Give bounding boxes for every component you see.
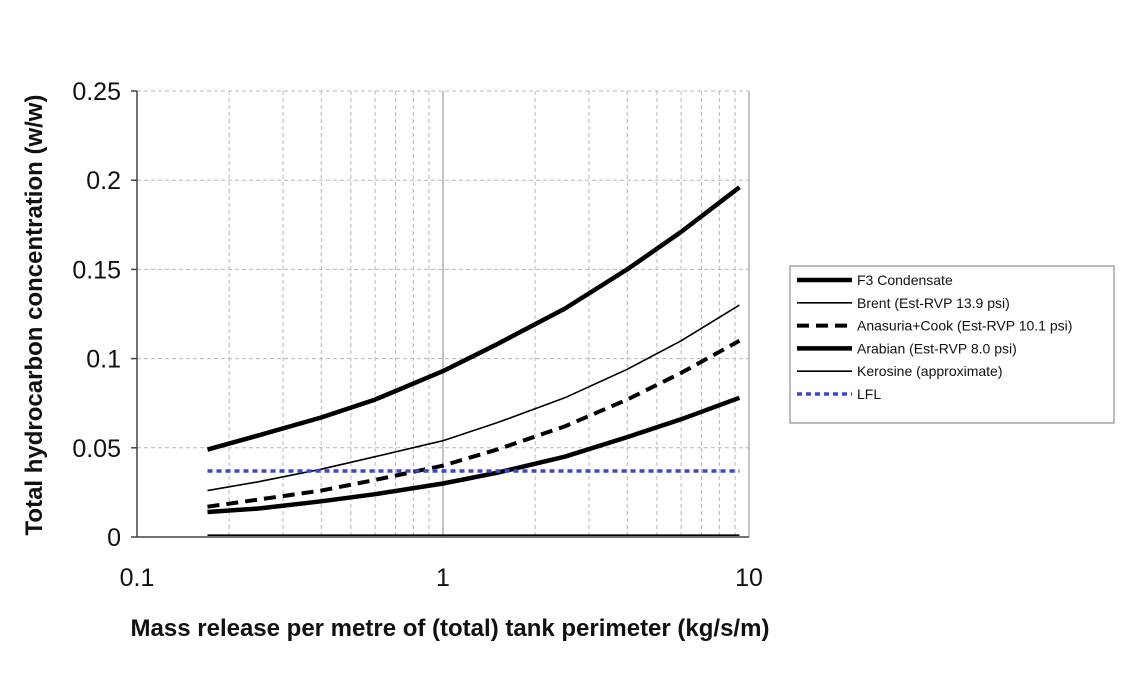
y-tick-label: 0.2 [86, 167, 121, 195]
series-line-1 [207, 304, 740, 492]
x-axis-title: Mass release per metre of (total) tank p… [131, 615, 770, 642]
y-tick-label: 0.1 [86, 346, 121, 374]
legend-box [789, 265, 1115, 424]
legend-label-3: Arabian (Est-RVP 8.0 psi) [857, 340, 1017, 356]
series-line-3 [207, 395, 741, 515]
legend-label-1: Brent (Est-RVP 13.9 psi) [857, 295, 1010, 311]
y-tick-label: 0.15 [72, 256, 121, 284]
legend-label-0: F3 Condensate [857, 272, 953, 288]
series-line-0 [206, 185, 741, 452]
x-tick-label: 10 [735, 564, 763, 592]
y-axis-title: Total hydrocarbon concentration (w/w) [21, 95, 48, 536]
axes [136, 91, 749, 538]
y-tick-label: 0.25 [72, 78, 121, 106]
series-line-2 [207, 339, 741, 509]
x-tick-label: 1 [436, 564, 450, 592]
legend-label-5: LFL [857, 386, 881, 402]
grid [136, 90, 750, 537]
legend-label-4: Kerosine (approximate) [857, 363, 1003, 379]
tick-labels: 0 0.05 0.1 0.15 0.2 0.25 0.1 1 10 [72, 78, 763, 592]
legend-label-2: Anasuria+Cook (Est-RVP 10.1 psi) [857, 318, 1072, 334]
legend: F3 Condensate Brent (Est-RVP 13.9 psi) Ana… [789, 265, 1115, 424]
series-lines [206, 185, 741, 537]
y-tick-label: 0 [107, 524, 121, 552]
y-tick-label: 0.05 [72, 435, 121, 463]
x-tick-label: 0.1 [120, 564, 155, 592]
